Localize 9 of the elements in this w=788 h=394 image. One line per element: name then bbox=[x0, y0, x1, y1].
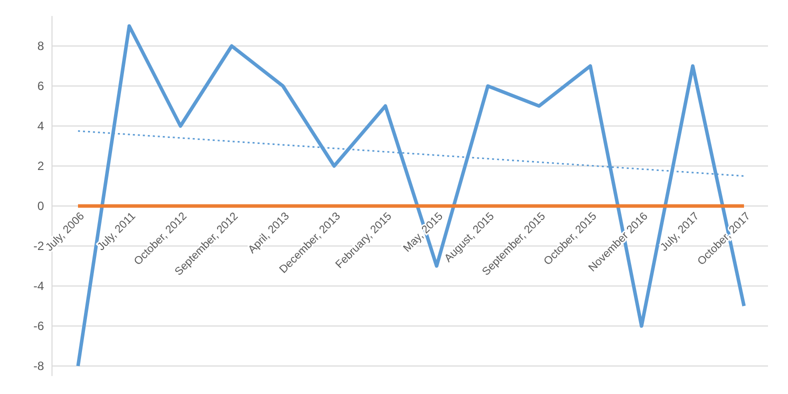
y-tick-label: -4 bbox=[33, 279, 44, 294]
y-tick-label: 4 bbox=[37, 119, 44, 134]
y-tick-label: 0 bbox=[37, 199, 44, 214]
y-tick-label: 2 bbox=[37, 159, 44, 174]
y-tick-label: 6 bbox=[37, 79, 44, 94]
y-tick-label: -2 bbox=[33, 239, 44, 254]
y-tick-label: 8 bbox=[37, 39, 44, 54]
y-tick-label: -6 bbox=[33, 319, 44, 334]
y-tick-label: -8 bbox=[33, 359, 44, 374]
